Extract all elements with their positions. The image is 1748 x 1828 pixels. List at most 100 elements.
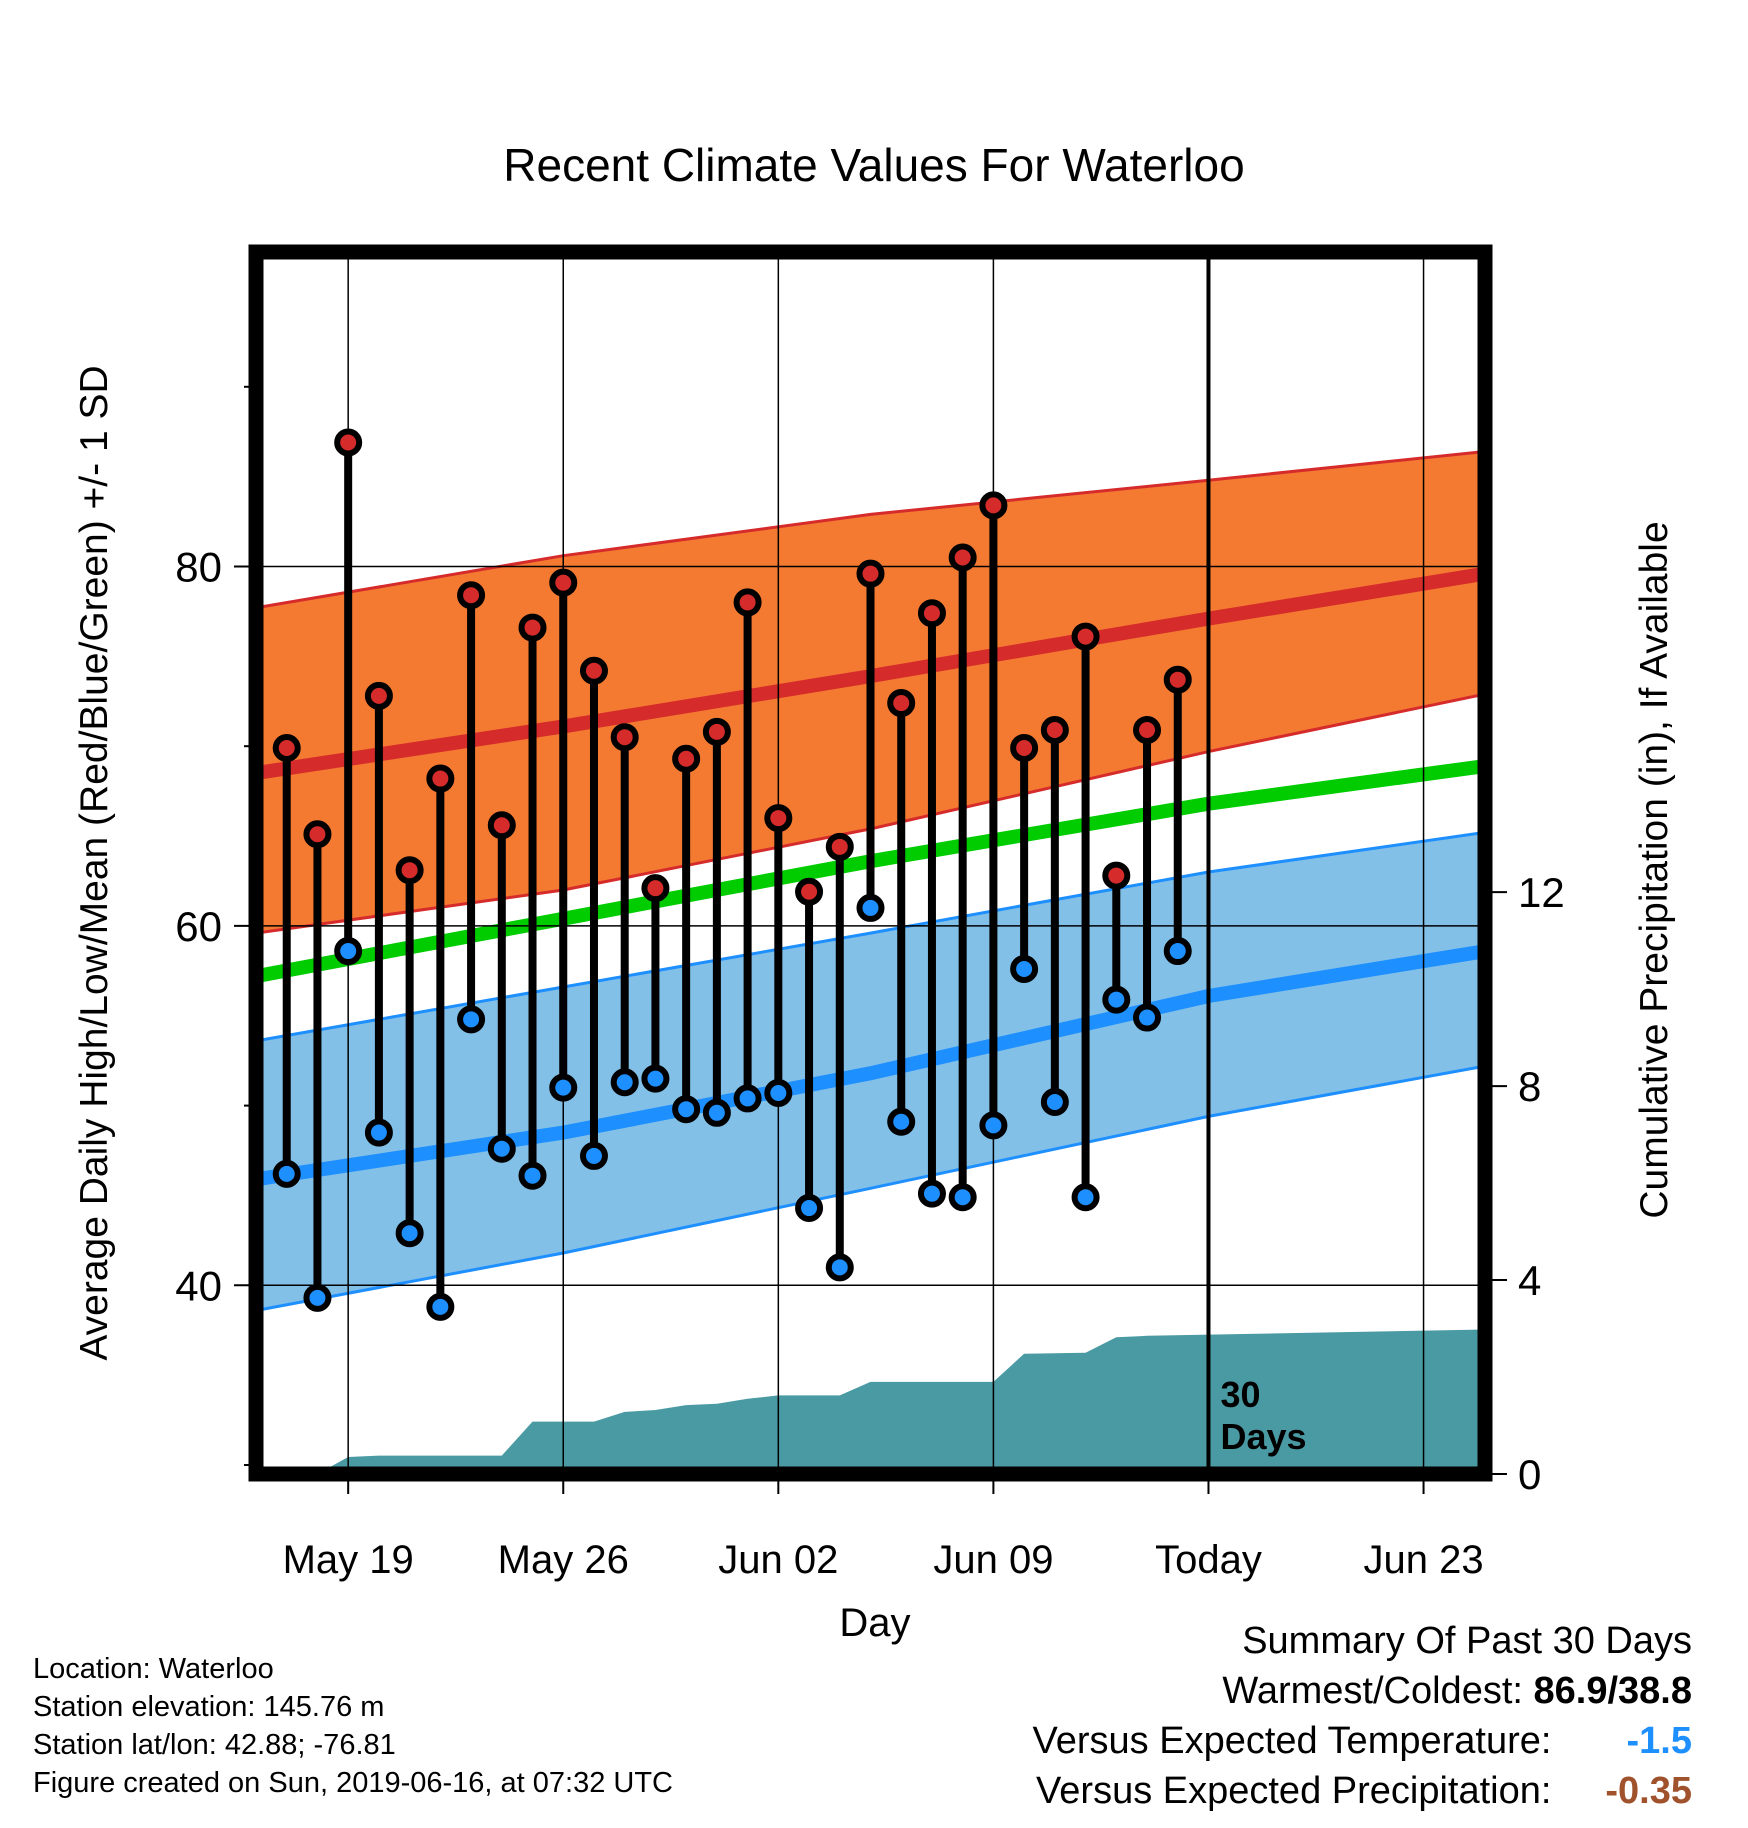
high-point-2019-06-01 [733,588,762,617]
low-point-2019-05-18 [303,1283,332,1312]
summary-warm-cold: Warmest/Coldest: 86.9/38.8 [1222,1670,1692,1713]
plot-area [256,252,1485,1474]
xtick-label-4: Today [1155,1538,1262,1582]
high-point-2019-05-29 [641,874,670,903]
high-point-2019-06-13 [1102,861,1131,890]
low-point-2019-06-15 [1163,937,1192,966]
high-point-2019-05-26 [549,568,578,597]
low-point-2019-06-03 [795,1194,824,1223]
low-point-2019-06-08 [948,1183,977,1212]
high-point-2019-05-21 [395,856,424,885]
low-point-2019-05-27 [579,1141,608,1170]
summary-precip: Versus Expected Precipitation: -0.35 [1036,1770,1692,1813]
low-point-2019-06-02 [764,1079,793,1108]
high-point-2019-05-17 [272,733,301,762]
low-point-2019-05-20 [364,1118,393,1147]
low-point-2019-05-22 [426,1292,455,1321]
high-point-2019-05-31 [702,717,731,746]
low-point-2019-06-09 [979,1111,1008,1140]
precip-value: -0.35 [1605,1770,1692,1812]
low-point-2019-05-28 [610,1068,639,1097]
high-point-2019-05-24 [487,811,516,840]
high-point-2019-05-23 [457,581,486,610]
high-point-2019-06-15 [1163,665,1192,694]
high-point-2019-05-30 [672,744,701,773]
high-point-2019-06-14 [1133,716,1162,745]
low-point-2019-05-30 [672,1095,701,1124]
y2tick-label-12: 12 [1518,869,1565,916]
high-point-2019-05-25 [518,613,547,642]
today-annotation-0: 30 [1220,1374,1260,1415]
high-point-2019-06-09 [979,491,1008,520]
summary-heading: Summary Of Past 30 Days [1242,1620,1692,1662]
xtick-label-5: Jun 23 [1363,1538,1483,1582]
temp-value: -1.5 [1626,1720,1692,1762]
y-axis-title: Average Daily High/Low/Mean (Red/Blue/Gr… [73,365,116,1360]
low-point-2019-05-26 [549,1073,578,1102]
low-normal-line [256,944,1485,1187]
x-axis-title: Day [839,1601,910,1645]
high-point-2019-05-27 [579,656,608,685]
high-point-2019-06-06 [887,689,916,718]
high-point-2019-06-08 [948,543,977,572]
high-point-2019-05-20 [364,681,393,710]
low-point-2019-05-19 [334,937,363,966]
low-point-2019-05-21 [395,1219,424,1248]
high-point-2019-06-07 [917,599,946,628]
low-point-2019-05-24 [487,1134,516,1163]
plot-frame [248,244,1493,1482]
low-normal-band-lower [256,1064,1485,1312]
elevation-text: Station elevation: 145.76 m [33,1691,385,1723]
high-point-2019-06-03 [795,877,824,906]
low-point-2019-06-13 [1102,985,1131,1014]
high-point-2019-06-02 [764,804,793,833]
low-point-2019-06-01 [733,1084,762,1113]
today-annotation-1: Days [1220,1416,1306,1457]
low-normal-band-upper [256,830,1485,1043]
low-point-2019-06-12 [1071,1183,1100,1212]
high-point-2019-06-11 [1040,716,1069,745]
y2tick-label-8: 8 [1518,1063,1541,1110]
low-point-2019-05-25 [518,1161,547,1190]
precip-area [317,1329,1485,1474]
created-text: Figure created on Sun, 2019-06-16, at 07… [33,1767,673,1799]
low-point-2019-06-06 [887,1107,916,1136]
y2-axis-title: Cumulative Precipitation (in), If Availa… [1633,521,1676,1218]
xtick-label-2: Jun 02 [718,1538,838,1582]
precip-label: Versus Expected Precipitation: [1036,1770,1552,1812]
high-normal-band-upper [256,450,1485,610]
low-point-2019-05-23 [457,1005,486,1034]
low-point-2019-06-14 [1133,1003,1162,1032]
low-point-2019-06-10 [1010,955,1039,984]
y2tick-label-0: 0 [1518,1451,1541,1498]
xtick-label-3: Jun 09 [933,1538,1053,1582]
temp-label: Versus Expected Temperature: [1032,1720,1552,1762]
high-point-2019-06-10 [1010,733,1039,762]
low-point-2019-06-11 [1040,1088,1069,1117]
ytick-label-60: 60 [175,903,222,950]
ytick-label-80: 80 [175,543,222,590]
high-point-2019-06-04 [825,832,854,861]
warm-cold-label: Warmest/Coldest: [1222,1670,1523,1712]
low-point-2019-06-07 [917,1179,946,1208]
high-point-2019-05-18 [303,820,332,849]
y2tick-label-4: 4 [1518,1257,1541,1304]
ytick-label-40: 40 [175,1262,222,1309]
location-text: Location: Waterloo [33,1653,274,1685]
low-point-2019-05-17 [272,1159,301,1188]
latlon-text: Station lat/lon: 42.88; -76.81 [33,1729,396,1761]
xtick-label-0: May 19 [283,1538,414,1582]
chart-title: Recent Climate Values For Waterloo [503,139,1245,191]
high-point-2019-05-22 [426,764,455,793]
low-point-2019-05-31 [702,1098,731,1127]
xtick-label-1: May 26 [498,1538,629,1582]
low-point-2019-05-29 [641,1064,670,1093]
high-point-2019-06-12 [1071,622,1100,651]
high-point-2019-06-05 [856,559,885,588]
high-point-2019-05-19 [334,428,363,457]
summary-temp: Versus Expected Temperature: -1.5 [1033,1720,1692,1763]
high-point-2019-05-28 [610,723,639,752]
low-point-2019-06-05 [856,893,885,922]
warm-cold-value: 86.9/38.8 [1533,1670,1692,1712]
